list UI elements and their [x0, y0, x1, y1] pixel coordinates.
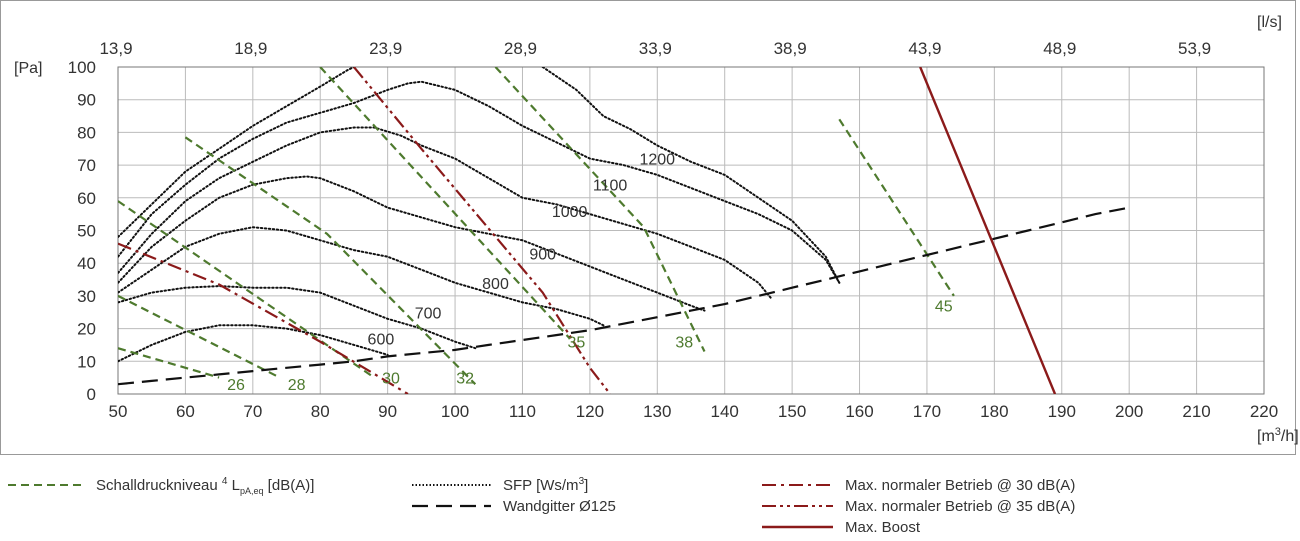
x-unit-label: [m3/h]	[1257, 426, 1299, 445]
sfp-label-1000: 1000	[552, 204, 588, 221]
y-tick-label: 30	[77, 287, 96, 306]
top-tick-label: 13,9	[99, 39, 132, 58]
sfp-label-600: 600	[368, 331, 395, 348]
x-tick-label: 130	[643, 402, 671, 421]
legend-sfp-label: SFP [Ws/m3]	[503, 476, 588, 494]
top-tick-label: 53,9	[1178, 39, 1211, 58]
sfp-label-900: 900	[529, 246, 556, 263]
x-tick-label: 200	[1115, 402, 1143, 421]
y-unit-label: [Pa]	[14, 60, 42, 77]
y-tick-label: 10	[77, 352, 96, 371]
x-tick-label: 140	[711, 402, 739, 421]
grid	[0, 0, 1296, 455]
x-tick-label: 90	[378, 402, 397, 421]
legend: Schalldruckniveau 4 LpA,eq [dB(A)] SFP [W…	[8, 476, 1075, 536]
noise-line-26	[118, 347, 220, 379]
sfp-label-1200: 1200	[639, 152, 675, 169]
y-tick-label: 40	[77, 254, 96, 273]
x-tick-label: 170	[913, 402, 941, 421]
plot-area-border	[117, 66, 1265, 395]
op35-line	[353, 67, 611, 394]
y-tick-label: 0	[87, 385, 96, 404]
top-unit-label: [l/s]	[1257, 14, 1282, 31]
legend-op35-label: Max. normaler Betrieb @ 35 dB(A)	[845, 498, 1075, 515]
noise-line-45	[838, 118, 955, 297]
y-tick-label: 90	[77, 91, 96, 110]
sfp-label-1100: 1100	[593, 178, 628, 195]
sfp-curve-1100	[118, 80, 841, 284]
x-tick-label: 210	[1182, 402, 1210, 421]
x-tick-label: 180	[980, 402, 1008, 421]
noise-label-30: 30	[382, 371, 400, 388]
noise-line-35	[319, 67, 571, 340]
noise-label-45: 45	[935, 299, 953, 316]
legend-boost-label: Max. Boost	[845, 519, 921, 536]
sfp-curve-1200-right	[541, 67, 841, 284]
op30-line	[118, 242, 409, 394]
x-tick-label: 60	[176, 402, 195, 421]
x-tick-label: 160	[845, 402, 873, 421]
x-tick-label: 150	[778, 402, 806, 421]
y-tick-label: 20	[77, 320, 96, 339]
x-tick-label: 70	[243, 402, 262, 421]
top-tick-label: 18,9	[234, 39, 267, 58]
series-clipped	[118, 67, 1130, 394]
noise-line-32	[184, 136, 477, 385]
legend-wall-label: Wandgitter Ø125	[503, 498, 616, 515]
curve-labels: 600 700 800 900 1000 1100 1200 26 28 30 32 35 38 45	[227, 152, 953, 395]
x-tick-label: 100	[441, 402, 469, 421]
noise-label-28: 28	[288, 377, 306, 394]
sfp-curve-900	[118, 175, 706, 312]
x-tick-label: 80	[311, 402, 330, 421]
legend-noise-label: Schalldruckniveau 4 LpA,eq [dB(A)]	[96, 476, 314, 496]
noise-label-35: 35	[568, 335, 586, 352]
sfp-label-800: 800	[482, 276, 509, 293]
y-tick-label: 80	[77, 123, 96, 142]
y-tick-label: 100	[68, 58, 96, 77]
sfp-curve-1200	[118, 67, 355, 238]
top-tick-label: 28,9	[504, 39, 537, 58]
noise-line-28	[118, 294, 281, 379]
noise-line-38	[494, 67, 706, 352]
top-tick-label: 38,9	[774, 39, 807, 58]
top-tick-label: 43,9	[908, 39, 941, 58]
plot-series	[118, 67, 1130, 394]
sfp-curve-600	[118, 324, 389, 363]
top-tick-label: 23,9	[369, 39, 402, 58]
y-tick-label: 60	[77, 189, 96, 208]
sfp-label-700: 700	[415, 305, 442, 322]
x-tick-label: 110	[509, 402, 536, 421]
noise-label-38: 38	[675, 335, 693, 352]
noise-label-32: 32	[456, 371, 474, 388]
legend-op30-label: Max. normaler Betrieb @ 30 dB(A)	[845, 477, 1075, 494]
boost-line	[919, 67, 1057, 394]
sfp-curve-800	[118, 226, 605, 327]
x-tick-label: 190	[1048, 402, 1076, 421]
x-tick-label: 220	[1250, 402, 1278, 421]
top-tick-label: 33,9	[639, 39, 672, 58]
tick-labels: 50 60 70 80 90 100 110 120 130 140 150 160 170 180 190…	[14, 14, 1299, 445]
top-tick-label: 48,9	[1043, 39, 1076, 58]
x-tick-label: 120	[576, 402, 604, 421]
x-tick-label: 50	[109, 402, 128, 421]
sfp-curve-700	[118, 285, 477, 350]
sfp-curve-1000	[118, 126, 773, 301]
wall-grille-curve	[118, 206, 1130, 386]
noise-label-26: 26	[227, 377, 245, 394]
y-tick-label: 50	[77, 222, 96, 241]
y-tick-label: 70	[77, 156, 96, 175]
chart-frame	[0, 0, 1296, 455]
